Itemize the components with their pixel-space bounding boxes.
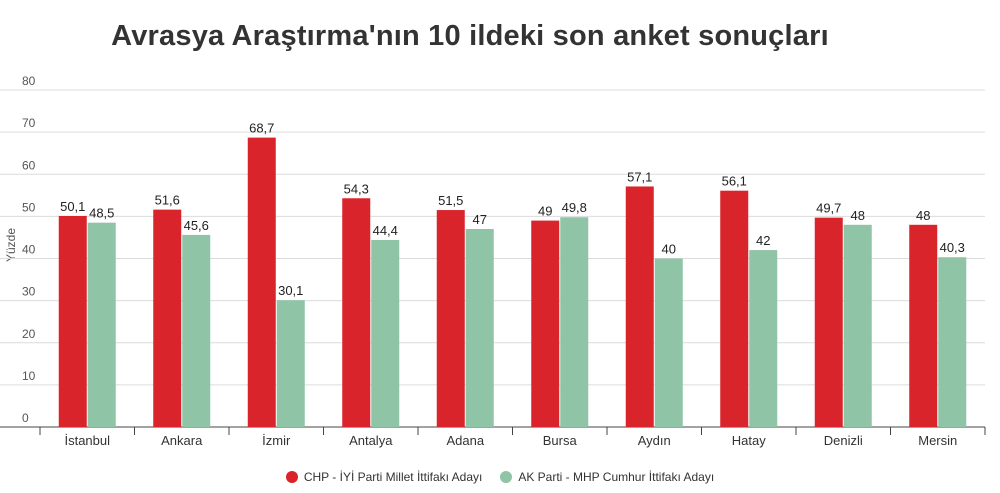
bar-chp <box>909 224 938 427</box>
bar-chp <box>153 209 182 427</box>
x-tick-label: İstanbul <box>64 433 110 448</box>
bar-akp <box>371 239 400 427</box>
data-label: 45,6 <box>184 218 209 233</box>
data-label: 57,1 <box>627 169 652 184</box>
data-label: 40,3 <box>940 240 965 255</box>
legend-swatch-chp <box>285 471 298 483</box>
bar-akp <box>938 257 967 427</box>
bar-chp <box>814 217 843 427</box>
x-tick-label: Ankara <box>161 433 203 448</box>
chart-title: Avrasya Araştırma'nın 10 ildeki son anke… <box>111 20 829 52</box>
bar-akp <box>276 300 305 427</box>
data-label: 40 <box>662 242 676 257</box>
x-tick-label: İzmir <box>262 433 291 448</box>
y-tick-label: 60 <box>22 158 36 172</box>
data-label: 48 <box>916 208 930 223</box>
legend-item-akp[interactable]: AK Parti - MHP Cumhur İttifakı Adayı <box>500 470 714 484</box>
bar-chp <box>531 220 560 427</box>
bar-chp <box>247 137 276 427</box>
x-tick-label: Antalya <box>349 433 393 448</box>
bar-akp <box>843 224 872 427</box>
y-tick-label: 20 <box>22 327 36 341</box>
bar-akp <box>87 222 116 427</box>
bar-akp <box>560 217 589 427</box>
bar-chp <box>436 210 465 427</box>
x-tick-label: Denizli <box>824 433 863 448</box>
data-label: 48 <box>851 208 865 223</box>
x-tick-label: Aydın <box>638 433 671 448</box>
bar-akp <box>465 229 494 427</box>
data-label: 51,5 <box>438 193 463 208</box>
bar-chp <box>58 215 87 427</box>
y-tick-label: 80 <box>22 74 36 88</box>
data-label: 48,5 <box>89 206 114 221</box>
x-tick-label: Hatay <box>732 433 766 448</box>
data-label: 47 <box>473 212 487 227</box>
data-label: 30,1 <box>278 283 303 298</box>
legend-item-chp[interactable]: CHP - İYİ Parti Millet İttifakı Adayı <box>285 470 483 484</box>
bar-chart: 0 10 20 30 40 50 60 70 80 İstanbul Ankara İzmir Anta… <box>0 74 986 448</box>
data-label: 44,4 <box>373 223 398 238</box>
data-label: 68,7 <box>249 121 274 136</box>
y-tick-label: 10 <box>22 369 36 383</box>
bar-akp <box>654 258 683 427</box>
y-tick-label: 50 <box>22 200 36 214</box>
bar-akp <box>182 234 211 427</box>
bar-akp <box>749 250 778 427</box>
data-label: 49,7 <box>816 201 841 216</box>
y-tick-label: 0 <box>22 411 29 425</box>
data-label: 49 <box>538 204 552 219</box>
y-tick-label: 30 <box>22 285 36 299</box>
x-tick-label: Bursa <box>543 433 578 448</box>
bar-chp <box>720 190 749 427</box>
data-label: 49,8 <box>562 200 587 215</box>
legend: CHP - İYİ Parti Millet İttifakı Adayı AK… <box>0 470 1000 484</box>
data-label: 51,6 <box>155 193 180 208</box>
data-label: 42 <box>756 233 770 248</box>
y-tick-label: 70 <box>22 116 36 130</box>
legend-label-chp: CHP - İYİ Parti Millet İttifakı Adayı <box>303 470 483 484</box>
y-tick-label: 40 <box>22 243 36 257</box>
legend-swatch-akp <box>500 471 513 483</box>
data-label: 54,3 <box>344 181 369 196</box>
bar-chp <box>342 198 371 427</box>
x-tick-label: Mersin <box>918 433 957 448</box>
legend-label-akp: AK Parti - MHP Cumhur İttifakı Adayı <box>518 470 715 484</box>
bar-chp <box>625 186 654 427</box>
data-label: 56,1 <box>722 174 747 189</box>
x-tick-label: Adana <box>446 433 484 448</box>
data-label: 50,1 <box>60 199 85 214</box>
